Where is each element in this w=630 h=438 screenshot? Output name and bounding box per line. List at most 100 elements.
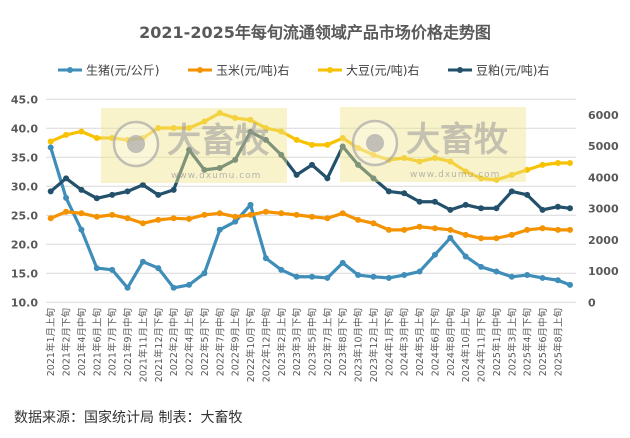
data-point [524,226,531,233]
x-tick-label: 2025年3月上旬 [506,308,518,376]
data-point [124,215,131,222]
legend-marker [67,67,73,73]
x-tick-label: 2025年4月下旬 [522,308,534,376]
x-tick-label: 2021年9月中旬 [122,308,134,376]
x-tick-label: 2022年5月下旬 [199,308,211,376]
data-point [339,259,346,266]
data-point [63,208,70,215]
x-tick-label: 2024年11月下旬 [476,308,488,382]
data-point [139,220,146,227]
data-point [247,201,254,208]
data-point [186,146,193,153]
x-tick-label: 2021年1月上旬 [45,308,57,376]
legend-marker [327,67,333,73]
left-tick-label: 25.0 [11,209,38,222]
x-tick-label: 2022年7月中旬 [214,308,226,376]
data-point [324,215,331,222]
right-tick-label: 2000 [588,234,619,247]
x-tick-label: 2025年6月中旬 [537,308,549,376]
x-tick-label: 2023年2月上旬 [276,308,288,376]
left-tick-label: 45.0 [11,93,38,106]
data-point [93,195,100,202]
watermark-text: 大畜牧 [406,120,509,160]
data-point [567,205,573,212]
x-tick-label: 2021年6月上旬 [91,308,103,376]
data-point [416,268,423,275]
right-tick-label: 6000 [588,109,619,122]
data-point [401,226,408,233]
data-point [155,191,162,198]
data-point [293,273,300,280]
left-tick-label: 20.0 [11,238,38,251]
series-3 [47,128,573,213]
data-point [431,225,438,232]
data-point [554,203,561,210]
x-tick-label: 2022年2月中旬 [168,308,180,376]
data-point [186,125,193,132]
x-tick-label: 2023年3月下旬 [291,308,303,376]
data-point [47,188,54,195]
watermark-text: 大畜牧 [167,121,270,161]
data-point [524,166,531,173]
data-point [278,128,285,135]
watermark-url: www.dxumu.com [171,171,261,181]
data-point [401,272,408,279]
left-tick-label: 30.0 [11,180,38,193]
data-point [63,131,70,138]
data-point [324,141,331,148]
data-point [493,235,500,242]
x-tick-label: 2024年8月中旬 [445,308,457,376]
x-tick-label: 2024年6月下旬 [429,308,441,376]
legend-marker [197,67,203,73]
data-point [339,143,346,150]
x-tick-label: 2025年8月上旬 [552,308,564,376]
data-point [293,171,300,178]
data-point [524,272,531,279]
data-point [308,273,315,280]
data-point [478,175,485,182]
data-point [324,274,331,281]
data-point [293,211,300,218]
data-point [201,211,208,218]
x-tick-label: 2022年9月上旬 [230,308,242,376]
data-point [508,231,515,238]
data-point [262,208,269,215]
x-axis: 2021年1月上旬 2021年2月下旬 2021年4月中旬 2021年6月上旬 2021… [45,308,564,382]
data-point [155,265,162,272]
data-point [278,266,285,273]
data-point [462,253,469,260]
data-point [493,205,500,212]
data-point [539,274,546,281]
data-point [567,226,573,233]
data-point [78,210,85,217]
data-point [278,210,285,217]
data-point [232,213,239,220]
data-point [567,160,573,167]
data-point [201,118,208,125]
x-tick-label: 2024年10月上旬 [460,308,472,382]
data-point [232,218,239,225]
x-tick-label: 2021年11月上旬 [137,308,149,382]
x-tick-label: 2021年2月下旬 [61,308,73,376]
data-point [308,161,315,168]
x-tick-label: 2023年8月下旬 [337,308,349,376]
data-point [78,128,85,135]
data-point [462,201,469,208]
data-point [385,226,392,233]
series-1 [47,208,573,242]
data-point [324,175,331,182]
data-point [416,198,423,205]
data-point [493,176,500,183]
legend-label: 豆粕(元/吨)右 [476,63,549,78]
left-tick-label: 35.0 [11,151,38,164]
source-note: 数据来源：国家统计局 制表：大畜牧 [14,409,242,426]
data-point [370,220,377,227]
data-point [431,251,438,258]
data-point [155,125,162,132]
series-lines [47,110,573,291]
left-tick-label: 15.0 [11,267,38,280]
data-point [247,116,254,123]
data-point [247,211,254,218]
watermark: 大畜牧 www.dxumu.com [340,107,526,182]
data-point [170,215,177,222]
